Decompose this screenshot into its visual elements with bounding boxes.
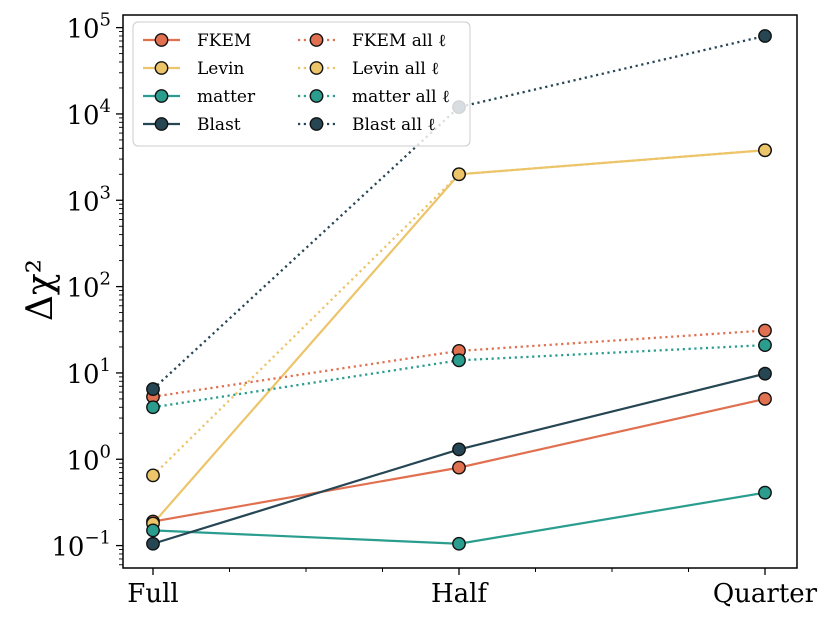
legend-marker <box>154 117 169 131</box>
legend-box <box>132 21 471 147</box>
data-point-matter <box>146 523 160 538</box>
data-point-fkem <box>452 460 466 475</box>
data-point-blast-all-ell <box>758 29 772 43</box>
data-point-blast <box>452 442 466 457</box>
legend: FKEM Levin matter Blast FKEM all ℓ Levin all … <box>132 21 471 147</box>
data-point-blast <box>758 366 772 381</box>
data-point-matter-all-ell <box>452 353 466 368</box>
data-point-blast <box>146 536 160 551</box>
y-tick-label: 104 <box>66 96 111 131</box>
data-point-levin-all-ell <box>452 167 466 182</box>
y-axis-label: Δχ² <box>20 259 61 321</box>
legend-marker <box>309 61 324 75</box>
data-point-matter-all-ell <box>146 400 160 415</box>
series-line-levin-all-ell <box>152 149 766 477</box>
legend-marker <box>309 33 324 47</box>
legend-label: Blast all ℓ <box>352 115 436 135</box>
data-point-matter <box>452 536 466 551</box>
series-line-matter <box>152 491 766 545</box>
data-point-levin-all-ell <box>758 143 772 158</box>
legend-marker <box>154 33 169 47</box>
legend-marker <box>309 89 324 103</box>
legend-label: Levin <box>197 59 244 79</box>
y-tick-label: 100 <box>66 441 111 476</box>
legend-label: FKEM <box>197 31 251 51</box>
x-tick-label: Quarter <box>713 579 818 609</box>
y-tick-label: 105 <box>66 10 111 45</box>
legend-label: matter all ℓ <box>352 87 450 107</box>
legend-marker <box>309 117 324 131</box>
legend-marker <box>154 61 169 75</box>
legend-label: FKEM all ℓ <box>352 31 446 51</box>
series-layer <box>146 29 772 551</box>
x-axis: Full Half Quarter <box>127 568 818 609</box>
y-tick-label: 10−1 <box>51 528 111 563</box>
data-point-matter-all-ell <box>758 338 772 353</box>
data-point-fkem-all-ell <box>758 323 772 338</box>
plot-frame <box>122 14 798 569</box>
y-tick-label: 101 <box>66 355 111 390</box>
legend-label: Levin all ℓ <box>352 59 439 79</box>
y-tick-label: 102 <box>66 269 111 304</box>
legend-label: Blast <box>197 115 241 135</box>
legend-label: matter <box>197 87 256 107</box>
y-axis: 10−1 100 101 102 103 104 105 <box>51 10 123 566</box>
y-tick-label: 103 <box>66 182 111 217</box>
data-point-blast-all-ell <box>146 382 160 396</box>
x-tick-label: Full <box>127 579 178 609</box>
series-line-blast <box>152 372 766 545</box>
x-tick-label: Half <box>431 579 489 609</box>
legend-marker <box>154 89 169 103</box>
series-markers <box>146 29 772 551</box>
data-point-fkem <box>758 392 772 406</box>
data-point-matter <box>758 485 772 500</box>
data-point-levin-all-ell <box>146 468 160 483</box>
